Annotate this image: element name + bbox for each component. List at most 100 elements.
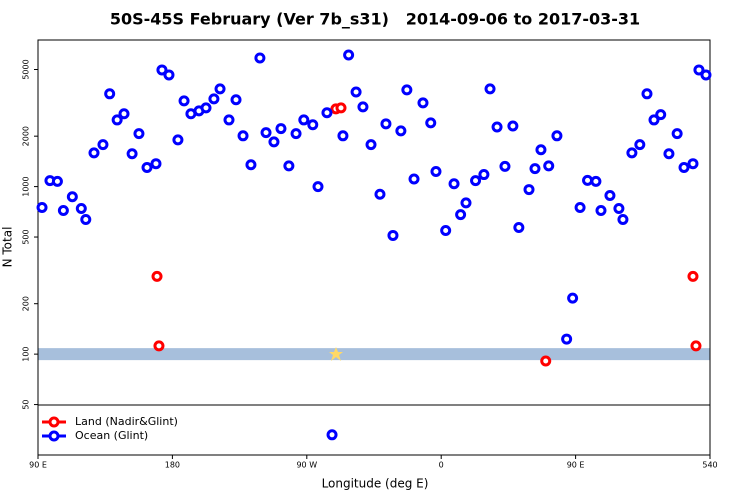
data-point (66, 191, 78, 203)
y-axis-label: N Total (1, 227, 15, 268)
data-point (163, 69, 175, 81)
data-point (687, 270, 699, 282)
data-point (499, 160, 511, 172)
data-point (401, 84, 413, 96)
y-tick-label: 50 (22, 399, 31, 409)
x-tick-label: 180 (165, 461, 180, 470)
x-tick-label: 0 (439, 461, 444, 470)
data-point (298, 114, 310, 126)
x-axis-label: Longitude (deg E) (322, 477, 429, 491)
data-point (595, 205, 607, 217)
data-point (574, 202, 586, 214)
data-point (523, 184, 535, 196)
x-tick-label: 90 E (29, 461, 47, 470)
data-point (561, 333, 573, 345)
data-point (260, 127, 272, 139)
chart-title: 50S-45S February (Ver 7b_s31) 2014-09-06… (110, 10, 640, 29)
data-point (337, 130, 349, 142)
data-point (648, 114, 660, 126)
data-point (80, 214, 92, 226)
data-point (663, 148, 675, 160)
data-point (540, 355, 552, 367)
data-point (513, 222, 525, 234)
data-point (529, 163, 541, 175)
data-point (470, 175, 482, 187)
data-point (491, 121, 503, 133)
data-point (153, 340, 165, 352)
data-point (417, 97, 429, 109)
data-point (36, 202, 48, 214)
data-point (408, 173, 420, 185)
data-point (478, 169, 490, 181)
data-point (237, 130, 249, 142)
data-point (126, 148, 138, 160)
data-point (178, 95, 190, 107)
highlight-star (329, 347, 343, 361)
data-point (551, 130, 563, 142)
data-point (484, 83, 496, 95)
data-point (671, 128, 683, 140)
legend-marker (48, 430, 60, 442)
data-point (535, 144, 547, 156)
data-point (567, 292, 579, 304)
data-point (321, 107, 333, 119)
data-point (455, 209, 467, 221)
data-point (626, 147, 638, 159)
data-point (448, 178, 460, 190)
data-point (590, 175, 602, 187)
data-point (208, 93, 220, 105)
data-point (460, 197, 472, 209)
data-point (374, 188, 386, 200)
data-point (678, 162, 690, 174)
plot-frame (37, 39, 711, 456)
x-tick-label: 540 (702, 461, 717, 470)
y-tick-label: 5000 (22, 59, 31, 79)
data-point (380, 118, 392, 130)
x-tick-label: 90 E (567, 461, 585, 470)
data-point (430, 166, 442, 178)
legend-label: Ocean (Glint) (75, 429, 148, 442)
data-point (156, 64, 168, 76)
data-point (268, 136, 280, 148)
data-point (230, 94, 242, 106)
data-point (200, 102, 212, 114)
y-tick-label: 200 (22, 296, 31, 311)
data-point (357, 101, 369, 113)
data-point (245, 159, 257, 171)
y-tick-label: 1000 (22, 176, 31, 196)
data-point (172, 134, 184, 146)
data-point (582, 174, 594, 186)
data-point (51, 175, 63, 187)
data-point (395, 125, 407, 137)
data-point (312, 181, 324, 193)
x-tick-label: 90 W (296, 461, 317, 470)
data-point (307, 119, 319, 131)
data-point (290, 128, 302, 140)
data-point (214, 83, 226, 95)
data-point (617, 214, 629, 226)
data-point (326, 429, 338, 441)
data-point (283, 160, 295, 172)
data-point (350, 86, 362, 98)
data-point (118, 108, 130, 120)
data-point (254, 52, 266, 64)
data-point (425, 117, 437, 129)
data-point (111, 114, 123, 126)
data-point (641, 88, 653, 100)
data-point (690, 340, 702, 352)
data-point (57, 205, 69, 217)
data-point (343, 49, 355, 61)
data-point (687, 158, 699, 170)
data-point (97, 139, 109, 151)
data-point (365, 139, 377, 151)
data-point (88, 147, 100, 159)
data-point (604, 189, 616, 201)
data-point (543, 160, 555, 172)
data-point (104, 88, 116, 100)
data-point (141, 162, 153, 174)
data-point (613, 203, 625, 215)
data-point (223, 114, 235, 126)
data-point (335, 102, 347, 114)
data-point (133, 128, 145, 140)
